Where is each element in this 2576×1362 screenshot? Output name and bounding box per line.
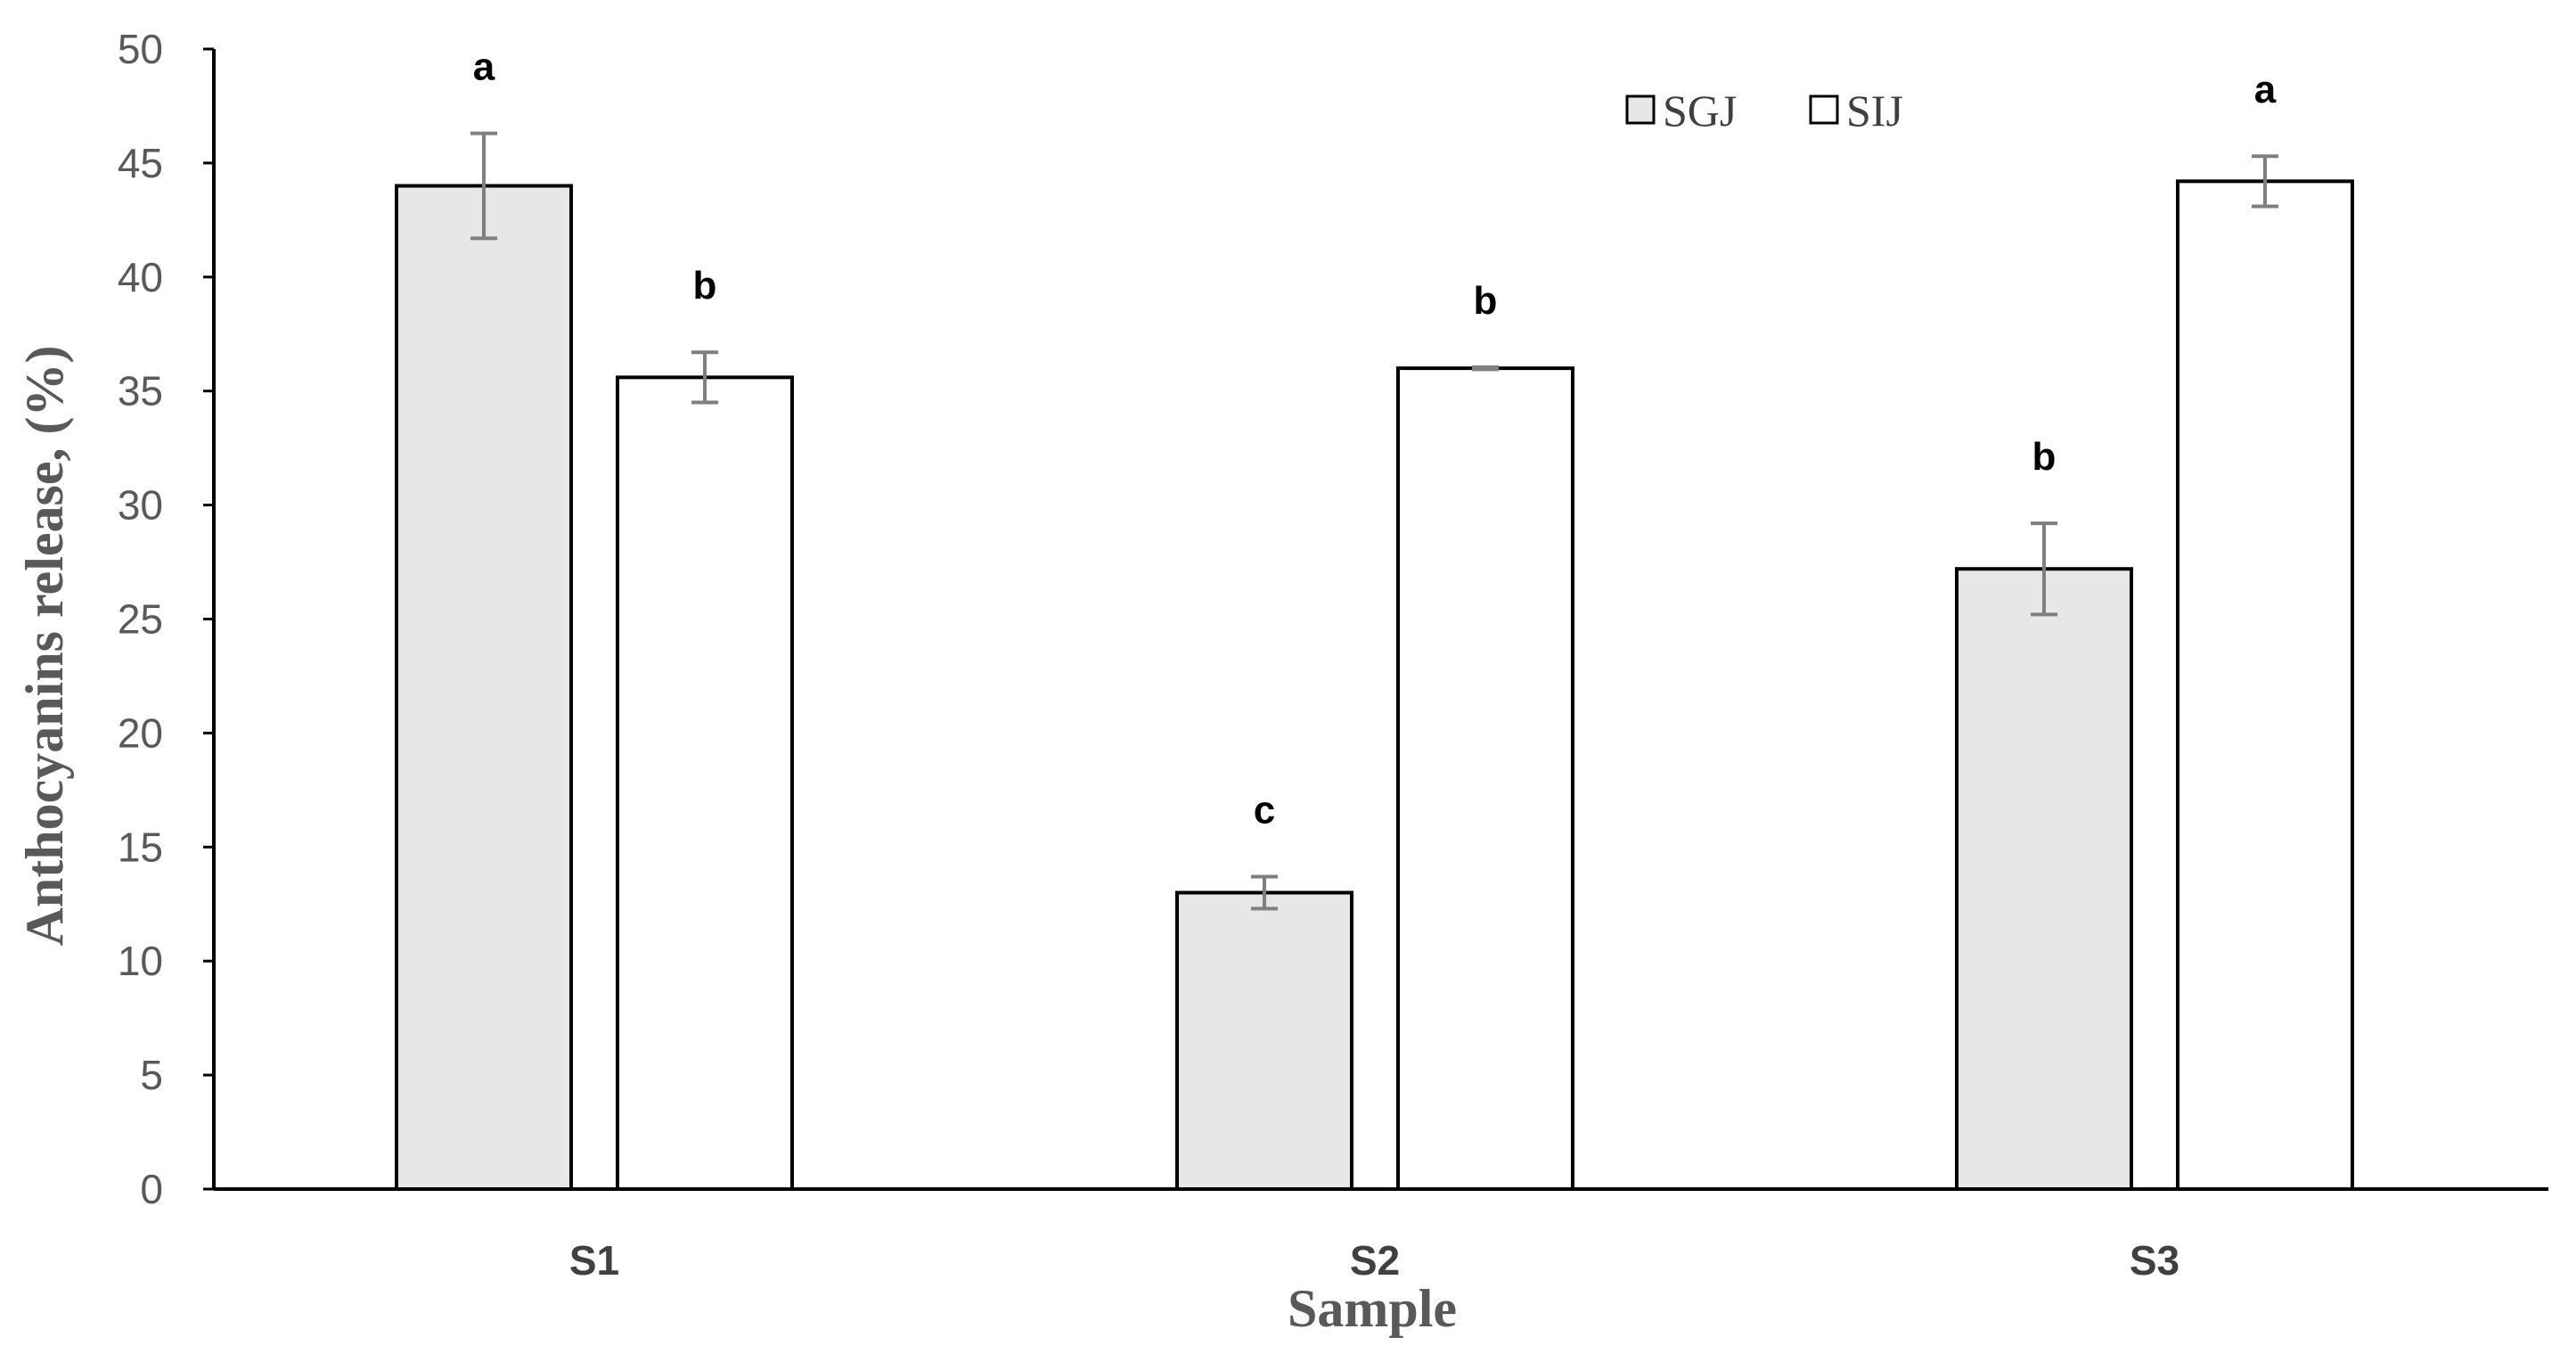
y-tick-label: 15 — [118, 824, 163, 870]
bar-sgj-s3 — [1955, 567, 2133, 1191]
y-tick-label: 30 — [118, 482, 163, 529]
y-tick-label: 50 — [118, 26, 163, 72]
x-category-label-s2: S2 — [1350, 1237, 1400, 1284]
error-bar-sij-s1 — [691, 350, 718, 405]
error-bar-sij-s2 — [1472, 365, 1499, 372]
legend-item-sij: SIJ — [1809, 86, 1903, 135]
significance-letter-sgj-s3: b — [2032, 435, 2057, 479]
significance-letter-sij-s3: a — [2254, 68, 2277, 111]
error-bars-layer — [470, 131, 2278, 911]
significance-letter-sgj-s1: a — [473, 45, 495, 89]
x-categories-layer: S1 S2 S3 — [569, 1237, 2179, 1284]
significance-letters-layer: a c b b b a — [473, 45, 2277, 833]
error-bar-sgj-s3 — [2031, 521, 2057, 617]
significance-letter-sij-s1: b — [693, 264, 717, 308]
legend-swatch — [1625, 94, 1656, 125]
bars-layer — [395, 179, 2354, 1192]
error-bar-sgj-s1 — [470, 131, 497, 241]
bar-sgj-s2 — [1175, 890, 1353, 1192]
y-tick-label: 25 — [118, 596, 163, 643]
significance-letter-sij-s2: b — [1474, 279, 1498, 323]
y-ticks-layer: 0 5 10 15 20 25 30 35 40 45 50 — [118, 26, 214, 1212]
y-tick-label: 20 — [118, 710, 163, 756]
legend: SGJ SIJ — [1625, 86, 1903, 135]
bar-sij-s1 — [616, 375, 794, 1191]
x-category-label-s1: S1 — [569, 1237, 619, 1284]
bar-sgj-s1 — [395, 184, 573, 1192]
y-axis-title: Anthocyanins release, (%) — [15, 346, 74, 947]
bar-sij-s2 — [1396, 366, 1574, 1191]
significance-letter-sgj-s2: c — [1254, 789, 1275, 833]
y-tick-label: 45 — [118, 140, 163, 186]
error-bar-sij-s3 — [2252, 154, 2278, 209]
legend-item-sgj: SGJ — [1625, 86, 1737, 135]
y-tick-label: 5 — [140, 1052, 163, 1098]
y-tick-label: 35 — [118, 368, 163, 414]
legend-label: SIJ — [1846, 86, 1903, 135]
x-axis-title: Sample — [1288, 1279, 1457, 1338]
legend-label: SGJ — [1663, 86, 1737, 135]
y-tick-label: 40 — [118, 254, 163, 300]
y-tick-label: 0 — [140, 1166, 163, 1212]
error-bar-sgj-s2 — [1251, 874, 1278, 911]
legend-swatch — [1809, 94, 1839, 125]
x-category-label-s3: S3 — [2130, 1237, 2179, 1284]
y-tick-label: 10 — [118, 938, 163, 984]
bar-sij-s3 — [2176, 179, 2354, 1191]
